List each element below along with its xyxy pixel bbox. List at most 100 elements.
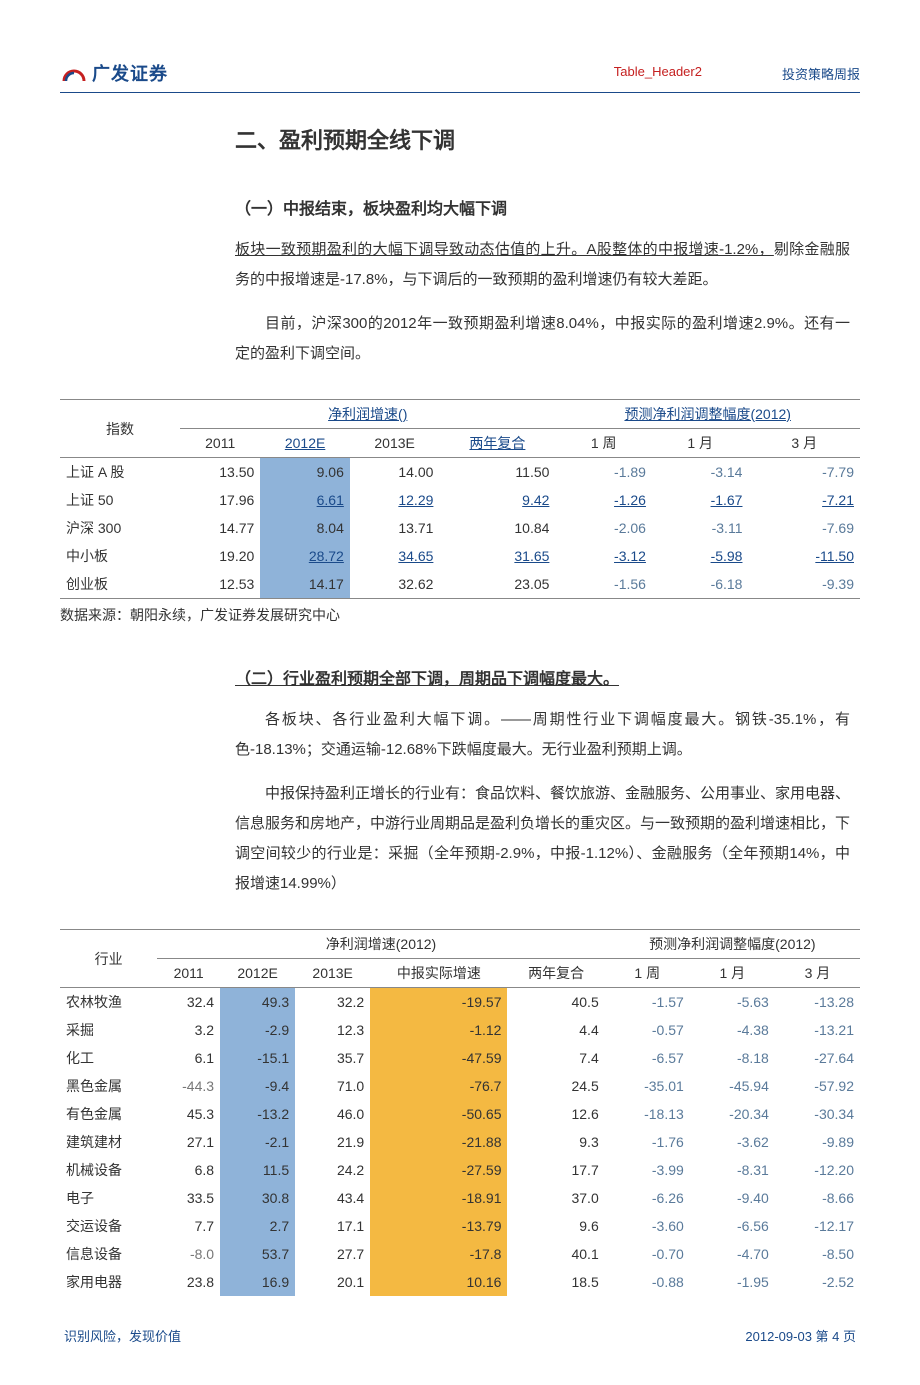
table1-source: 数据来源：朝阳永续，广发证券发展研究中心: [60, 605, 860, 625]
t2-col-actual: 中报实际增速: [370, 959, 507, 988]
footer-right: 2012-09-03 第 4 页: [745, 1326, 856, 1345]
sub1-para1-underlined: 板块一致预期盈利的大幅下调导致动态估值的上升。A股整体的中报增速-1.2%，: [235, 241, 774, 258]
table-cell: 49.3: [220, 988, 295, 1017]
table-cell: 13.71: [350, 514, 440, 542]
table-cell: -1.89: [555, 458, 652, 487]
table-cell: -1.26: [555, 486, 652, 514]
table-cell: 13.50: [180, 458, 260, 487]
table-cell: 46.0: [295, 1100, 370, 1128]
table-row: 建筑建材27.1-2.121.9-21.889.3-1.76-3.62-9.89: [60, 1128, 860, 1156]
table-row: 电子33.530.843.4-18.9137.0-6.26-9.40-8.66: [60, 1184, 860, 1212]
table-cell: -13.79: [370, 1212, 507, 1240]
table-cell: 12.3: [295, 1016, 370, 1044]
table-cell: -27.64: [775, 1044, 860, 1072]
table-cell: 30.8: [220, 1184, 295, 1212]
table-cell: -0.70: [605, 1240, 690, 1268]
table-cell: -3.11: [652, 514, 749, 542]
table-cell: -6.26: [605, 1184, 690, 1212]
table-cell: 37.0: [507, 1184, 604, 1212]
table-cell: -3.62: [690, 1128, 775, 1156]
header-meta: Table_Header2 投资策略周报: [614, 64, 860, 83]
t2-col-2011: 2011: [157, 959, 220, 988]
table-cell: -1.67: [652, 486, 749, 514]
t2-col-2013e: 2013E: [295, 959, 370, 988]
table-cell: 12.53: [180, 570, 260, 599]
table-cell: 14.77: [180, 514, 260, 542]
table-cell: -9.89: [775, 1128, 860, 1156]
table-cell: 14.00: [350, 458, 440, 487]
table-cell: -13.28: [775, 988, 860, 1017]
table-cell: -2.52: [775, 1268, 860, 1296]
table-cell: 32.4: [157, 988, 220, 1017]
row-label: 化工: [60, 1044, 157, 1072]
table-cell: 17.96: [180, 486, 260, 514]
logo-icon: [60, 61, 88, 85]
table-cell: -1.12: [370, 1016, 507, 1044]
table-cell: -5.98: [652, 542, 749, 570]
page-footer: 识别风险，发现价值 2012-09-03 第 4 页: [60, 1326, 860, 1345]
table-cell: 27.7: [295, 1240, 370, 1268]
table1-index-label: 指数: [60, 400, 180, 458]
subsection-1: （一）中报结束，板块盈利均大幅下调 板块一致预期盈利的大幅下调导致动态估值的上升…: [235, 195, 850, 369]
row-label: 中小板: [60, 542, 180, 570]
table-row: 家用电器23.816.920.110.1618.5-0.88-1.95-2.52: [60, 1268, 860, 1296]
table-cell: 24.2: [295, 1156, 370, 1184]
table-cell: -15.1: [220, 1044, 295, 1072]
table-cell: -18.91: [370, 1184, 507, 1212]
table-cell: -1.57: [605, 988, 690, 1017]
header-meta-table: Table_Header2: [614, 64, 702, 83]
table-cell: -3.14: [652, 458, 749, 487]
table-cell: 16.9: [220, 1268, 295, 1296]
table-cell: -27.59: [370, 1156, 507, 1184]
table-cell: -13.2: [220, 1100, 295, 1128]
sub1-para2: 目前，沪深300的2012年一致预期盈利增速8.04%，中报实际的盈利增速2.9…: [235, 309, 850, 369]
table-cell: 4.4: [507, 1016, 604, 1044]
table-cell: 18.5: [507, 1268, 604, 1296]
table-cell: 12.6: [507, 1100, 604, 1128]
table-cell: 7.4: [507, 1044, 604, 1072]
table-cell: -57.92: [775, 1072, 860, 1100]
table-cell: -13.21: [775, 1016, 860, 1044]
table-cell: 11.5: [220, 1156, 295, 1184]
table1-group-header: 指数 净利润增速() 预测净利润调整幅度(2012): [60, 400, 860, 429]
t2-col-1m: 1 月: [690, 959, 775, 988]
table-row: 有色金属45.3-13.246.0-50.6512.6-18.13-20.34-…: [60, 1100, 860, 1128]
table-row: 上证 A 股13.509.0614.0011.50-1.89-3.14-7.79: [60, 458, 860, 487]
table2-sub-header: 2011 2012E 2013E 中报实际增速 两年复合 1 周 1 月 3 月: [60, 959, 860, 988]
table-row: 机械设备6.811.524.2-27.5917.7-3.99-8.31-12.2…: [60, 1156, 860, 1184]
table-cell: 28.72: [260, 542, 350, 570]
sub2-para1: 各板块、各行业盈利大幅下调。——周期性行业下调幅度最大。钢铁-35.1%，有色-…: [235, 705, 850, 765]
sub2-title: （二）行业盈利预期全部下调，周期品下调幅度最大。: [235, 665, 850, 689]
row-label: 采掘: [60, 1016, 157, 1044]
table1-sub-header: 2011 2012E 2013E 两年复合 1 周 1 月 3 月: [60, 429, 860, 458]
table1-col-2012e: 2012E: [260, 429, 350, 458]
footer-left: 识别风险，发现价值: [64, 1326, 181, 1345]
row-label: 农林牧渔: [60, 988, 157, 1017]
section-title: 二、盈利预期全线下调: [235, 123, 850, 155]
sub1-title: （一）中报结束，板块盈利均大幅下调: [235, 195, 850, 219]
row-label: 机械设备: [60, 1156, 157, 1184]
table-cell: 11.50: [439, 458, 555, 487]
table-cell: 17.7: [507, 1156, 604, 1184]
table-cell: -0.57: [605, 1016, 690, 1044]
table-cell: 2.7: [220, 1212, 295, 1240]
table2-group1: 净利润增速(2012): [157, 930, 604, 959]
table-cell: 6.61: [260, 486, 350, 514]
table-cell: -4.70: [690, 1240, 775, 1268]
table-cell: 27.1: [157, 1128, 220, 1156]
table-cell: 34.65: [350, 542, 440, 570]
table-row: 农林牧渔32.449.332.2-19.5740.5-1.57-5.63-13.…: [60, 988, 860, 1017]
table-cell: 19.20: [180, 542, 260, 570]
row-label: 上证 A 股: [60, 458, 180, 487]
table-row: 信息设备-8.053.727.7-17.840.1-0.70-4.70-8.50: [60, 1240, 860, 1268]
table2-group2: 预测净利润调整幅度(2012): [605, 930, 860, 959]
table-cell: 7.7: [157, 1212, 220, 1240]
table-cell: -11.50: [748, 542, 860, 570]
t2-col-compound: 两年复合: [507, 959, 604, 988]
table-row: 上证 5017.966.6112.299.42-1.26-1.67-7.21: [60, 486, 860, 514]
table-cell: 9.6: [507, 1212, 604, 1240]
table-cell: -6.57: [605, 1044, 690, 1072]
row-label: 上证 50: [60, 486, 180, 514]
table2-index-label: 行业: [60, 930, 157, 988]
table-cell: 35.7: [295, 1044, 370, 1072]
